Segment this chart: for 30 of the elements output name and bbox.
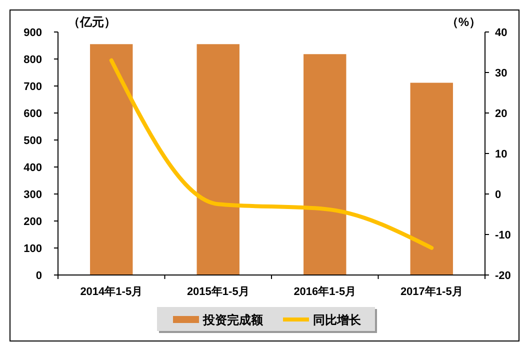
y2-axis-title: （%）	[446, 15, 481, 29]
y2-tick-label: 10	[495, 148, 508, 160]
y2-tick-label: 0	[495, 189, 502, 201]
x-tick-label: 2015年1-5月	[186, 285, 250, 298]
x-tick-label: 2016年1-5月	[294, 285, 356, 298]
y-tick-label: 800	[24, 54, 42, 66]
x-tick-label: 2014年1-5月	[80, 285, 143, 298]
bar	[196, 44, 240, 275]
y2-tick-label: 40	[495, 27, 508, 39]
x-tick-label: 2017年1-5月	[400, 285, 463, 298]
y2-tick-label: 30	[495, 68, 508, 80]
y-tick-label: 600	[24, 108, 42, 120]
legend-label: 投资完成额	[202, 313, 264, 327]
line-series	[109, 58, 434, 250]
y-tick-label: 0	[36, 270, 42, 282]
y-tick-label: 200	[24, 216, 42, 228]
y-tick-label: 500	[24, 135, 42, 147]
y2-tick-label: -10	[495, 230, 511, 242]
y-tick-label: 700	[24, 81, 42, 93]
y-axis-title: （亿元）	[68, 15, 116, 29]
y-tick-label: 900	[24, 27, 42, 39]
legend-label: 同比增长	[313, 313, 362, 327]
y-tick-label: 100	[24, 243, 42, 255]
bar	[410, 82, 453, 275]
y2-tick-label: 20	[495, 108, 508, 120]
y-tick-label: 300	[24, 189, 42, 201]
y2-tick-label: -20	[495, 270, 511, 282]
y-tick-label: 400	[24, 162, 42, 174]
bar	[304, 54, 346, 275]
bar	[90, 44, 133, 275]
